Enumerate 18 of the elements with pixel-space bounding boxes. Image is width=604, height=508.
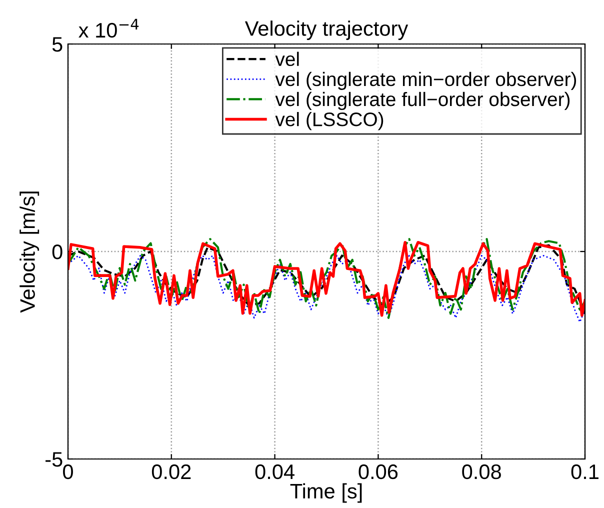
x-tick-label: 0.02 (152, 464, 191, 480)
legend-label: vel (LSSCO) (275, 112, 384, 130)
line-series (68, 254, 585, 323)
chart-title: Velocity trajectory (244, 20, 408, 40)
y-tick-label: 5 (52, 37, 62, 52)
y-axis-title: Velocity [m/s] (20, 192, 40, 313)
x-tick-label: 0.06 (358, 464, 398, 480)
y-tick-label: 0 (52, 244, 62, 260)
x-tick-label: 0.1 (571, 464, 598, 480)
x-axis-title: Time [s] (290, 483, 362, 503)
y-tick-label: -5 (46, 452, 62, 467)
text: x 10$^{−4}$ (78, 18, 139, 38)
legend-label: vel (275, 52, 299, 66)
x-tick-label: 0 (63, 464, 73, 480)
legend-label: vel (singlerate min−order observer) (275, 72, 576, 90)
x-tick-label: 0.04 (255, 464, 294, 480)
x-tick-label: 0.08 (462, 464, 501, 480)
legend-label: vel (singlerate full−order observer) (275, 92, 570, 110)
